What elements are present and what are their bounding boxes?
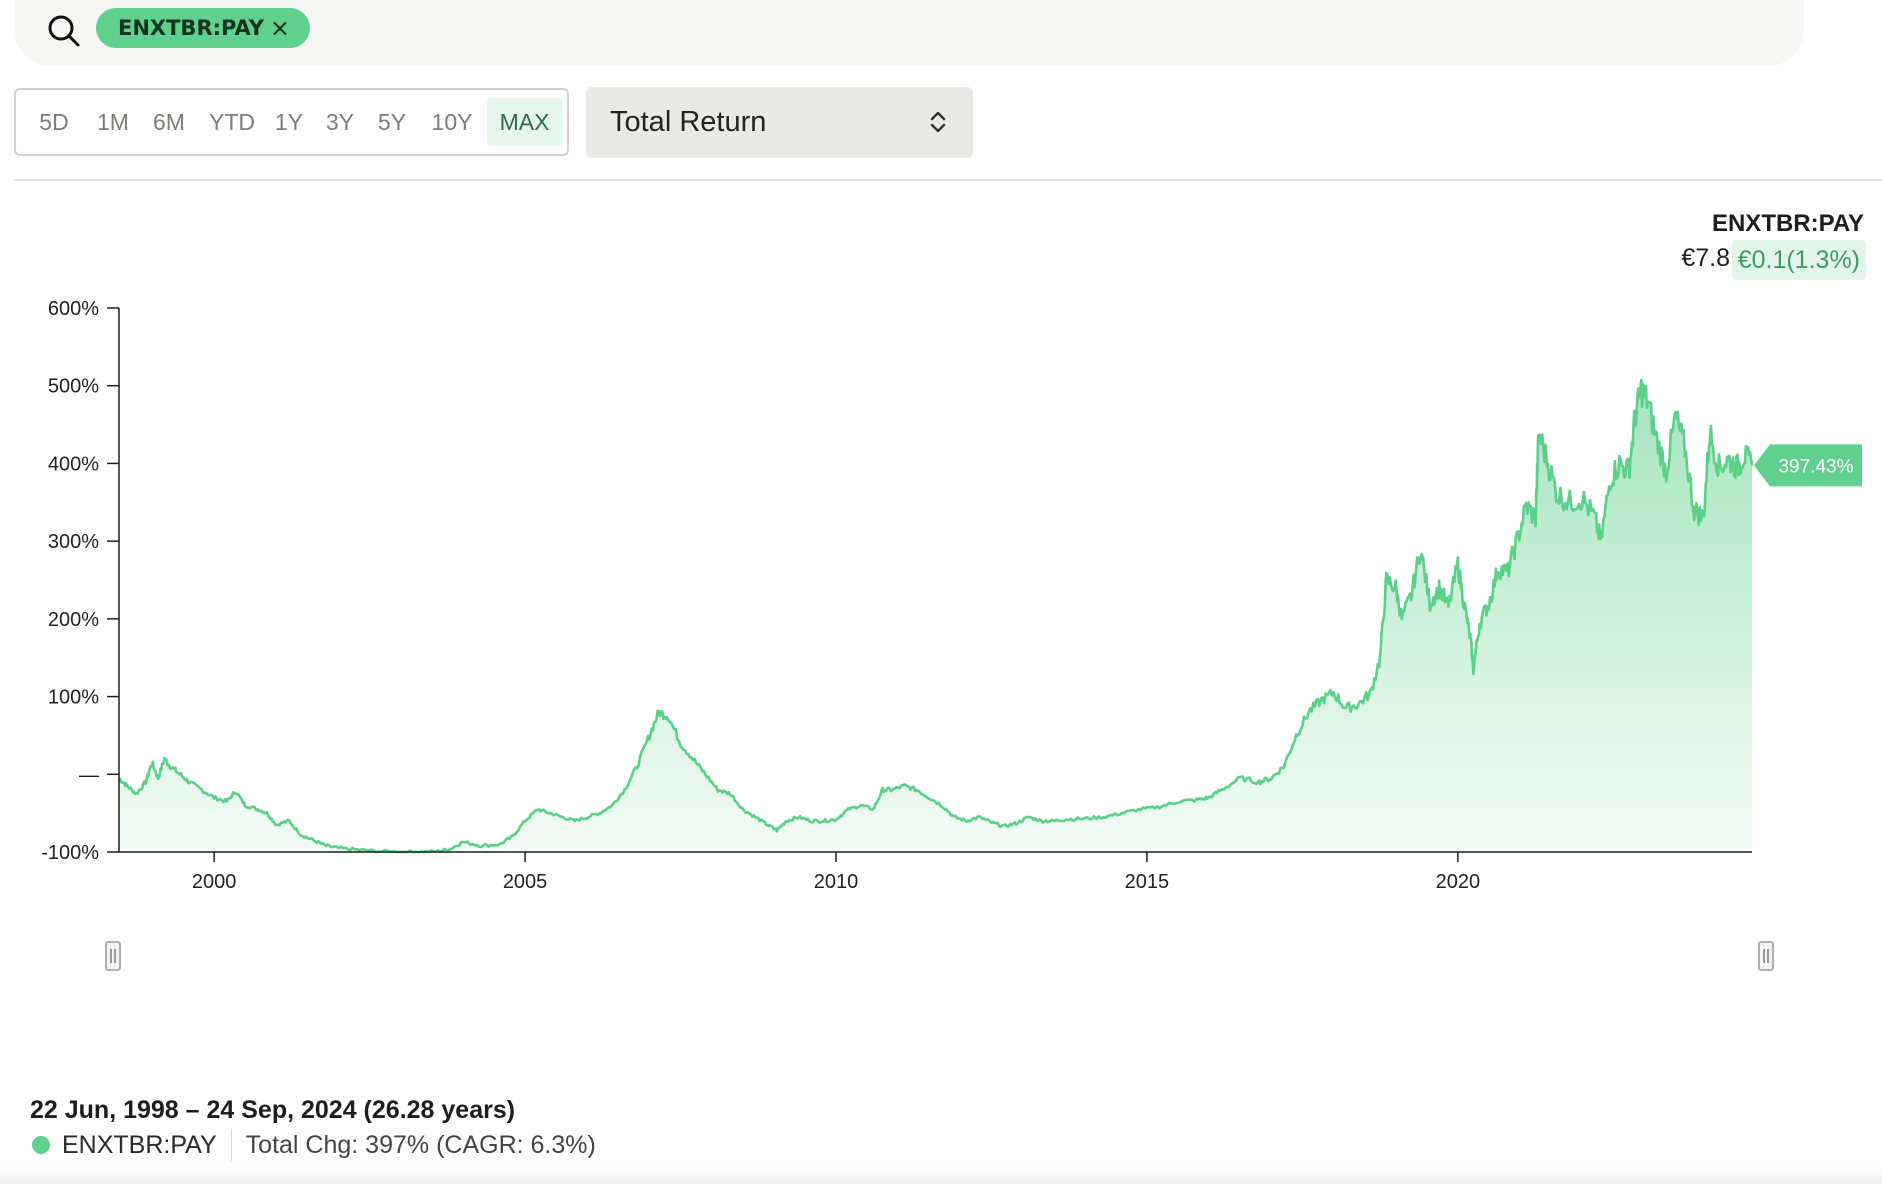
footer-divider — [230, 1129, 232, 1161]
metric-select-value: Total Return — [610, 106, 767, 138]
total-change-text: Total Chg: 397% (CAGR: 6.3%) — [245, 1130, 596, 1159]
legend-ticker: ENXTBR:PAY — [1711, 210, 1864, 237]
y-tick-label: 200% — [48, 609, 99, 631]
x-tick-label: 2000 — [192, 871, 237, 893]
y-tick-label: 300% — [48, 531, 99, 553]
range-slider-right-handle[interactable] — [1758, 941, 1774, 971]
series-color-dot — [32, 1136, 50, 1154]
series-summary-ticker: ENXTBR:PAY — [62, 1130, 217, 1159]
y-tick-label: -100% — [41, 842, 99, 864]
y-tick-label: — — [79, 764, 99, 786]
search-icon[interactable] — [44, 11, 84, 51]
range-button-10y[interactable]: 10Y — [431, 109, 473, 135]
y-tick-label: 600% — [48, 298, 99, 320]
series-summary: ENXTBR:PAY Total Chg: 397% (CAGR: 6.3%) — [32, 1128, 596, 1162]
y-tick-label: 100% — [48, 687, 99, 709]
series-area — [119, 380, 1752, 852]
ticker-chip[interactable]: ENXTBR:PAY × — [96, 8, 310, 48]
y-tick-label: 400% — [48, 453, 99, 475]
range-button-1m[interactable]: 1M — [97, 109, 129, 135]
x-tick-label: 2005 — [503, 871, 548, 893]
date-range-summary: 22 Jun, 1998 – 24 Sep, 2024 (26.28 years… — [30, 1096, 516, 1124]
range-button-6m[interactable]: 6M — [153, 109, 185, 135]
series-line — [118, 378, 1754, 854]
divider — [14, 179, 1882, 181]
chevron-up-down-icon — [930, 111, 946, 133]
range-slider-left-handle[interactable] — [105, 941, 121, 971]
bottom-fade — [0, 1166, 1882, 1184]
x-tick-label: 2020 — [1436, 871, 1481, 893]
total-return-chart[interactable]: 600% 500% 400% 300% 200% 100% — -100% 2000 2005 20… — [0, 280, 1882, 920]
ticker-chip-label: ENXTBR:PAY — [118, 16, 264, 40]
range-button-3y[interactable]: 3Y — [325, 109, 355, 135]
legend-change-badge: €0.1(1.3%) — [1731, 240, 1866, 280]
last-value-tag — [1754, 444, 1862, 487]
close-icon[interactable]: × — [269, 14, 290, 42]
x-tick-label: 2010 — [814, 871, 859, 893]
metric-select[interactable]: Total Return — [586, 87, 973, 158]
range-button-5d[interactable]: 5D — [39, 109, 69, 135]
search-bar: ENXTBR:PAY × — [14, 0, 1804, 66]
last-value-label: 397.43% — [1778, 456, 1853, 477]
time-range-selector: 5D 1M 6M YTD 1Y 3Y 5Y 10Y MAX — [14, 88, 569, 156]
range-button-ytd[interactable]: YTD — [209, 109, 255, 135]
x-tick-label: 2015 — [1125, 871, 1170, 893]
legend-price: €7.8 — [1681, 244, 1730, 272]
range-button-max[interactable]: MAX — [487, 98, 562, 146]
range-button-1y[interactable]: 1Y — [274, 109, 304, 135]
range-button-5y[interactable]: 5Y — [377, 109, 407, 135]
y-tick-label: 500% — [48, 376, 99, 398]
